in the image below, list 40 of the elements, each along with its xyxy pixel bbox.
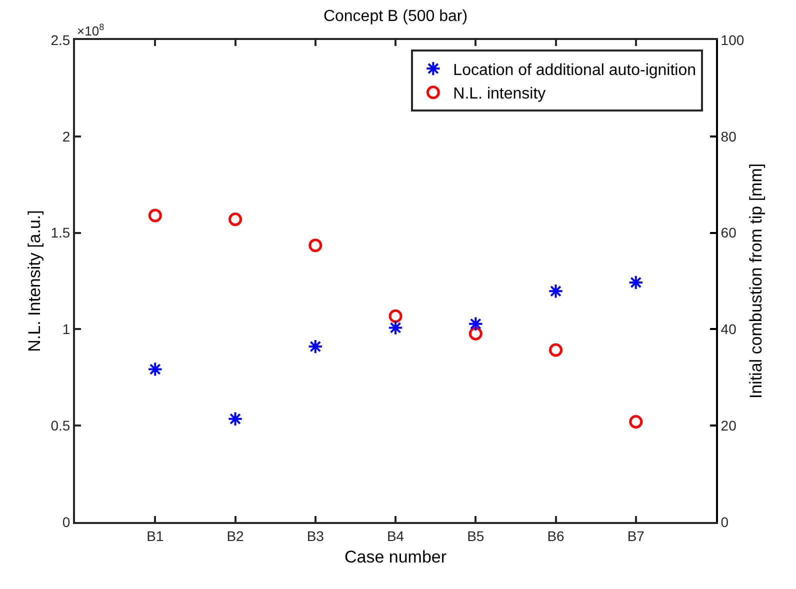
x-tick-label: B6	[547, 528, 565, 544]
point	[148, 208, 162, 222]
chart-title: Concept B (500 bar)	[323, 8, 468, 25]
y-tick-label: 2.5	[50, 32, 70, 48]
y2-tick-label: 60	[720, 224, 737, 241]
point	[628, 274, 644, 290]
y-axis-title: N.L. Intensity [a.u.]	[24, 210, 44, 352]
x-tick-label: B2	[226, 528, 244, 544]
point	[468, 316, 484, 332]
point	[308, 338, 323, 354]
y-tick-label: 0.5	[50, 418, 70, 434]
x-tick-label: B7	[627, 528, 645, 544]
y2-tick-label: 20	[720, 418, 737, 434]
x-tick-label: B3	[306, 528, 324, 544]
point	[228, 411, 243, 426]
point	[548, 284, 564, 299]
y-tick-label: 0	[62, 514, 70, 530]
legend-label: Location of additional auto-ignition	[453, 62, 696, 79]
point	[468, 326, 482, 340]
y2-tick-label: 0	[720, 514, 729, 530]
point	[388, 320, 404, 336]
text: ×10$^{8}$	[77, 22, 104, 38]
y2-tick-label: 40	[720, 321, 737, 338]
y-tick-label: 1	[62, 321, 70, 338]
y-tick-label: 2	[62, 128, 70, 144]
point	[549, 343, 562, 357]
x-tick-label: B1	[146, 528, 164, 544]
point	[148, 362, 163, 377]
point	[629, 414, 643, 428]
y2-tick-label: 80	[720, 128, 737, 144]
y-tick-label: 1.5	[50, 224, 70, 241]
point	[308, 238, 322, 252]
x-tick-label: B5	[467, 528, 484, 544]
legend-label: N.L. intensity	[453, 86, 546, 103]
point	[228, 212, 242, 226]
y2-axis-title: Initial combustion from tip [mm]	[746, 163, 766, 399]
point	[388, 309, 402, 323]
x-axis-title: Case number	[344, 548, 447, 567]
y2-tick-label: 100	[720, 32, 744, 48]
x-tick-label: B4	[386, 528, 404, 544]
